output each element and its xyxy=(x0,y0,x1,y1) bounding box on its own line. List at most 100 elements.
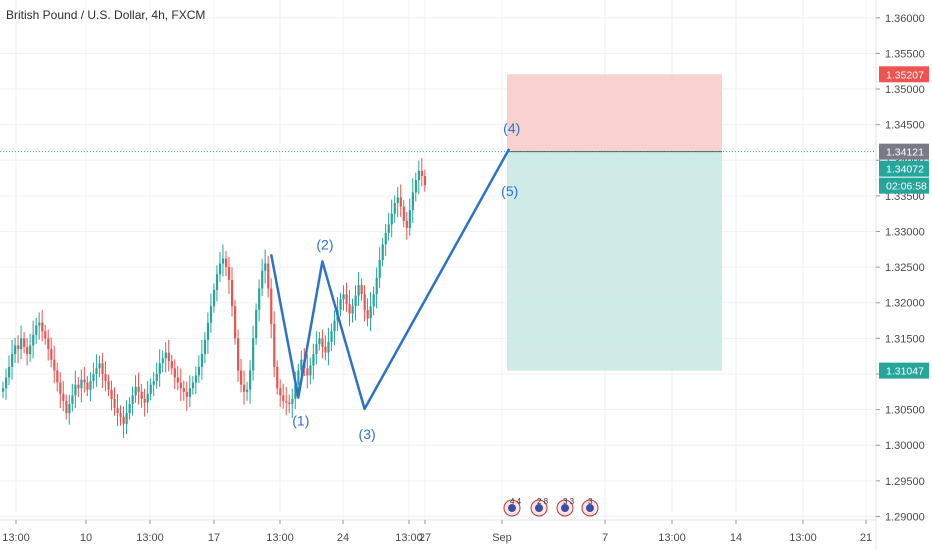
candle-body[interactable] xyxy=(288,402,291,404)
candle-body[interactable] xyxy=(258,288,261,310)
candle-body[interactable] xyxy=(300,359,303,371)
candle-body[interactable] xyxy=(357,284,360,296)
candle-body[interactable] xyxy=(194,375,198,383)
candle-body[interactable] xyxy=(312,354,315,366)
candle-body[interactable] xyxy=(384,232,387,245)
candle-body[interactable] xyxy=(221,258,225,264)
candle-body[interactable] xyxy=(35,325,38,335)
candle-body[interactable] xyxy=(107,381,110,390)
candle-body[interactable] xyxy=(273,324,276,367)
candle-body[interactable] xyxy=(321,338,324,347)
candle-body[interactable] xyxy=(333,320,336,332)
candle-body[interactable] xyxy=(119,413,122,417)
candle-body[interactable] xyxy=(224,258,228,268)
candle-body[interactable] xyxy=(53,359,56,371)
candle-body[interactable] xyxy=(399,197,402,207)
candle-body[interactable] xyxy=(375,277,378,295)
candle-body[interactable] xyxy=(327,341,330,353)
candle-body[interactable] xyxy=(167,352,170,362)
candle-body[interactable] xyxy=(246,389,249,392)
candle-body[interactable] xyxy=(243,384,246,392)
candle-body[interactable] xyxy=(182,388,185,392)
candle-body[interactable] xyxy=(83,379,86,383)
candle-body[interactable] xyxy=(176,377,179,383)
candle-body[interactable] xyxy=(218,263,222,275)
candle-body[interactable] xyxy=(387,224,390,233)
candle-body[interactable] xyxy=(203,339,207,355)
candle-body[interactable] xyxy=(38,322,41,326)
candle-body[interactable] xyxy=(240,370,243,385)
candle-body[interactable] xyxy=(405,220,408,228)
candle-body[interactable] xyxy=(366,309,369,319)
event-marker[interactable]: 4 4 xyxy=(503,497,522,517)
candle-body[interactable] xyxy=(420,170,424,176)
candle-body[interactable] xyxy=(369,306,372,319)
candle-body[interactable] xyxy=(143,398,146,403)
event-marker[interactable]: 2 8 xyxy=(530,497,549,517)
candle-body[interactable] xyxy=(396,197,399,204)
candle-body[interactable] xyxy=(47,338,50,350)
candle-body[interactable] xyxy=(2,388,5,392)
event-marker[interactable]: 3 xyxy=(581,497,599,517)
candle-body[interactable] xyxy=(146,393,149,403)
candle-body[interactable] xyxy=(270,288,273,325)
candle-body[interactable] xyxy=(261,270,264,289)
candle-body[interactable] xyxy=(95,368,98,374)
candle-body[interactable] xyxy=(65,401,68,414)
candle-body[interactable] xyxy=(152,381,155,385)
candle-body[interactable] xyxy=(155,373,158,382)
candle-body[interactable] xyxy=(237,338,240,371)
candle-body[interactable] xyxy=(173,368,176,378)
candle-body[interactable] xyxy=(408,210,411,228)
candle-body[interactable] xyxy=(230,279,234,307)
candle-body[interactable] xyxy=(381,244,384,260)
candle-body[interactable] xyxy=(417,170,420,181)
candle-body[interactable] xyxy=(41,322,44,332)
economic-events[interactable]: 4 4 2 8 3 3 3 xyxy=(503,497,599,517)
candle-body[interactable] xyxy=(140,391,143,399)
candle-body[interactable] xyxy=(267,263,270,289)
candle-body[interactable] xyxy=(411,192,414,211)
candle-body[interactable] xyxy=(14,345,17,355)
candle-body[interactable] xyxy=(339,299,342,310)
candle-body[interactable] xyxy=(77,384,80,389)
candlestick-series[interactable] xyxy=(2,158,427,438)
candle-body[interactable] xyxy=(255,309,258,339)
candle-body[interactable] xyxy=(318,338,321,345)
candle-body[interactable] xyxy=(197,366,201,376)
candle-body[interactable] xyxy=(128,403,131,414)
candle-body[interactable] xyxy=(32,334,35,346)
candle-body[interactable] xyxy=(342,294,345,300)
candle-body[interactable] xyxy=(324,346,327,353)
candle-body[interactable] xyxy=(315,344,318,355)
candle-body[interactable] xyxy=(185,391,188,397)
candle-body[interactable] xyxy=(158,363,161,374)
candle-body[interactable] xyxy=(215,274,219,290)
candle-body[interactable] xyxy=(5,377,8,389)
candle-body[interactable] xyxy=(306,368,309,376)
candle-body[interactable] xyxy=(68,403,71,414)
candle-body[interactable] xyxy=(11,354,14,367)
candle-body[interactable] xyxy=(252,338,255,371)
candle-body[interactable] xyxy=(98,363,101,369)
candle-body[interactable] xyxy=(179,382,182,389)
price-axis[interactable]: 1.360001.355001.350001.345001.340001.335… xyxy=(876,13,925,524)
candle-body[interactable] xyxy=(17,345,20,350)
candle-body[interactable] xyxy=(8,366,11,378)
take-profit-zone[interactable] xyxy=(507,151,722,371)
candle-body[interactable] xyxy=(113,398,116,409)
candle-body[interactable] xyxy=(80,379,83,389)
stop-loss-zone[interactable] xyxy=(507,74,722,152)
candle-body[interactable] xyxy=(234,306,237,339)
candle-body[interactable] xyxy=(351,306,354,314)
candle-body[interactable] xyxy=(71,395,74,404)
candle-body[interactable] xyxy=(282,395,285,402)
candle-body[interactable] xyxy=(116,408,119,414)
candle-body[interactable] xyxy=(104,373,107,382)
candle-body[interactable] xyxy=(249,370,252,390)
candle-body[interactable] xyxy=(206,322,210,340)
event-marker[interactable]: 3 3 xyxy=(556,497,575,517)
wave-pattern-line[interactable] xyxy=(269,148,511,411)
candle-body[interactable] xyxy=(62,393,65,402)
candle-body[interactable] xyxy=(393,203,396,214)
